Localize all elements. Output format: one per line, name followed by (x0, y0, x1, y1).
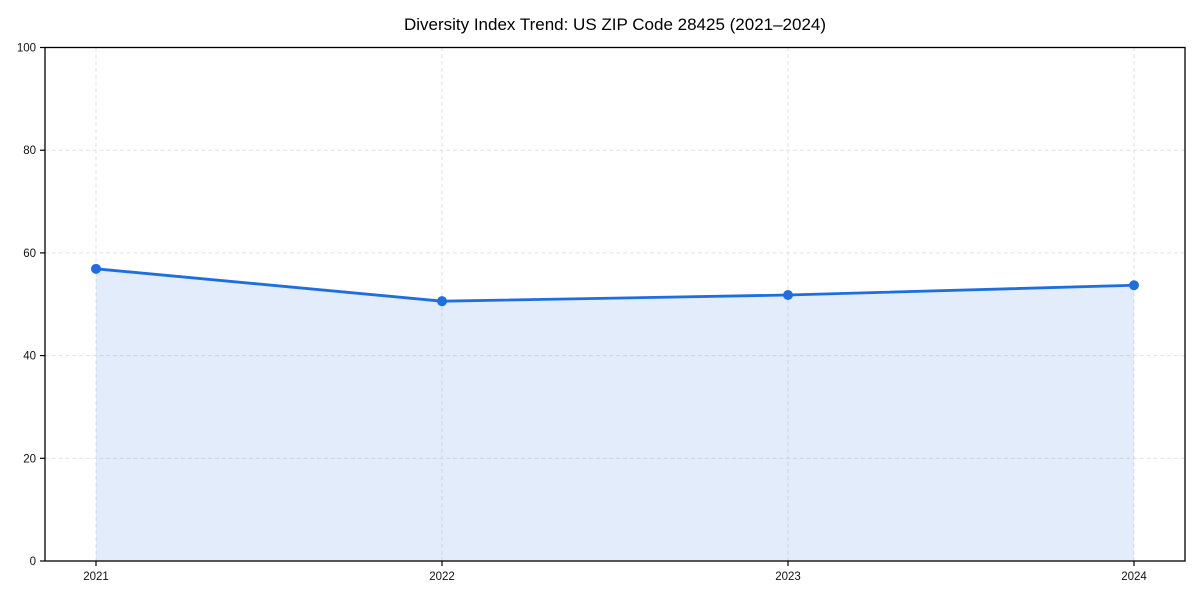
y-tick-label: 100 (17, 43, 36, 55)
data-point (1129, 280, 1139, 291)
trend-line (94, 267, 1136, 303)
x-tick-label: 2023 (775, 571, 801, 583)
y-tick-label: 80 (23, 145, 36, 157)
y-tick-label: 0 (30, 556, 36, 568)
axis-frame (44, 46, 1186, 562)
data-point (91, 263, 101, 274)
area-fill (96, 268, 1134, 561)
x-tick-label: 2022 (429, 571, 455, 583)
y-tick-label: 60 (23, 248, 36, 260)
chart-title: Diversity Index Trend: US ZIP Code 28425… (403, 15, 827, 34)
data-point (437, 296, 447, 307)
x-tick-label: 2021 (83, 571, 109, 583)
y-tick-label: 20 (23, 453, 36, 465)
y-tick-label: 40 (23, 351, 36, 363)
x-tick-label: 2024 (1121, 571, 1147, 583)
data-point (783, 290, 793, 301)
